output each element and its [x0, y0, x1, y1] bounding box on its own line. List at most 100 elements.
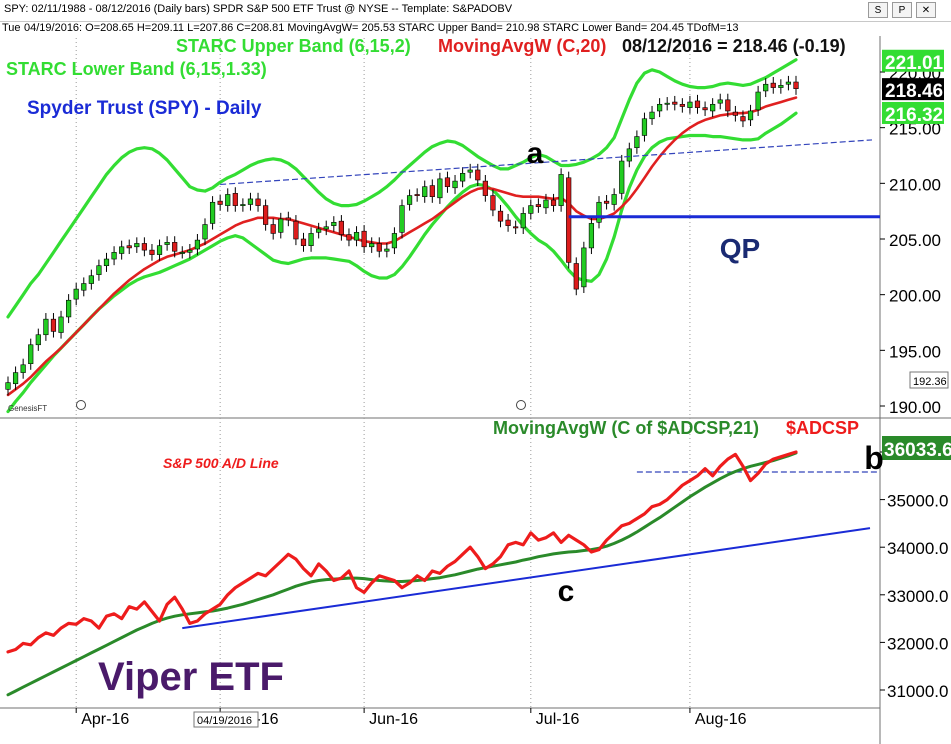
ad-last-value-bg [882, 436, 951, 460]
candle-body [444, 177, 451, 187]
annotation-a: a [527, 137, 544, 170]
ad-last-value-label: 36033.6 [884, 440, 951, 461]
candle-body [664, 102, 670, 105]
candle-body [399, 205, 405, 233]
date-tick-label: Aug-16 [695, 711, 747, 728]
price-tick-label: 200.00 [889, 287, 941, 306]
candle-body [429, 185, 435, 197]
breadth-panel-bg [0, 418, 880, 708]
breadth-tick-label: 33000.0 [887, 587, 948, 606]
candle-body [452, 180, 458, 189]
candle-body [141, 243, 147, 251]
candle-body [66, 299, 72, 318]
candle-body [73, 288, 79, 300]
candle-body [5, 382, 11, 390]
candle-body [270, 224, 276, 234]
candle-body [156, 245, 163, 255]
candle-body [543, 199, 549, 209]
candle-body [149, 249, 155, 255]
upper-band-price-label-bg [882, 49, 944, 72]
candle-body [103, 258, 110, 267]
candle-body [785, 81, 792, 85]
candle-body [649, 111, 655, 120]
candle-body [422, 186, 428, 197]
candle-body [384, 248, 390, 252]
price-panel-bg [0, 36, 880, 418]
candle-body [285, 217, 291, 221]
window-title: SPY: 02/11/1988 - 08/12/2016 (Daily bars… [4, 3, 513, 15]
candle-body [747, 110, 754, 121]
candle-body [778, 85, 784, 88]
candle-body [490, 195, 496, 211]
ad-support-trendline [182, 527, 871, 630]
price-tick-label: 195.00 [889, 342, 941, 361]
last-value-readout: 08/12/2016 = 218.46 (-0.19) [622, 36, 846, 56]
candle-body [12, 372, 19, 385]
date-tick-label: Jun-16 [369, 711, 418, 728]
candle-body [164, 242, 170, 245]
breadth-tick-label: 34000.0 [887, 539, 948, 558]
s-button[interactable]: S [868, 2, 888, 18]
candle-body [353, 232, 360, 241]
candle-body [232, 193, 238, 206]
candle-body [247, 198, 254, 205]
starc-lower-band-line [6, 111, 798, 414]
candle-body [505, 219, 511, 226]
candle-body [376, 243, 382, 252]
candle-body [217, 200, 223, 205]
candle-body [793, 81, 799, 89]
candle-body [460, 173, 466, 182]
ad-line [6, 450, 798, 654]
event-marker [516, 400, 526, 410]
last-price-label: 218.46 [885, 81, 943, 102]
starc-upper-legend: STARC Upper Band (6,15,2) [176, 36, 411, 56]
info-ohlc: 04/19/2016: O=208.65 H=209.11 L=207.86 C… [24, 22, 739, 34]
ad-moving-average-legend: MovingAvgW (C of $ADCSP,21) [493, 418, 759, 438]
candle-body [406, 195, 413, 205]
candle-body [755, 91, 761, 111]
cursor-info-bar: Tue 04/19/2016: O=208.65 H=209.11 L=207.… [0, 21, 951, 36]
cursor-price-label: 192.36 [913, 376, 947, 388]
upper-band-price-label: 221.01 [885, 53, 944, 74]
info-day: Tue [2, 22, 21, 34]
price-tick-label: 205.00 [889, 231, 941, 250]
candle-body [308, 233, 314, 246]
candle-body [550, 199, 557, 206]
candle-body [209, 201, 216, 224]
candle-body [20, 364, 26, 373]
candle-body [293, 220, 299, 240]
lower-band-price-label-bg [882, 101, 944, 124]
candle-body [88, 275, 94, 284]
candle-body [240, 204, 246, 206]
candle-body [634, 136, 640, 149]
candle-body [263, 205, 269, 225]
candle-body [96, 265, 102, 275]
candle-body [725, 99, 731, 112]
candle-body [588, 223, 595, 249]
candle-body [202, 224, 208, 240]
p-button[interactable]: P [892, 2, 912, 18]
candle-body [300, 238, 307, 246]
candle-body [187, 249, 193, 253]
starc-lower-legend: STARC Lower Band (6,15,1.33) [6, 59, 267, 79]
candle-body [323, 226, 329, 230]
candle-body [687, 101, 693, 108]
candle-body [573, 263, 579, 290]
candle-body [581, 247, 587, 288]
candle-body [194, 239, 201, 250]
candle-body [482, 180, 488, 196]
candle-body [535, 204, 541, 208]
viper-etf-watermark: Viper ETF [98, 655, 284, 699]
candle-body [255, 198, 261, 206]
close-icon[interactable]: ✕ [916, 2, 936, 18]
candle-body [702, 107, 708, 111]
candle-body [528, 205, 534, 214]
last-price-label-bg [882, 78, 944, 101]
candle-body [619, 160, 625, 194]
candle-body [361, 230, 367, 248]
candle-body [467, 169, 473, 173]
candle-body [710, 103, 716, 112]
ad-line-title: S&P 500 A/D Line [163, 455, 279, 471]
